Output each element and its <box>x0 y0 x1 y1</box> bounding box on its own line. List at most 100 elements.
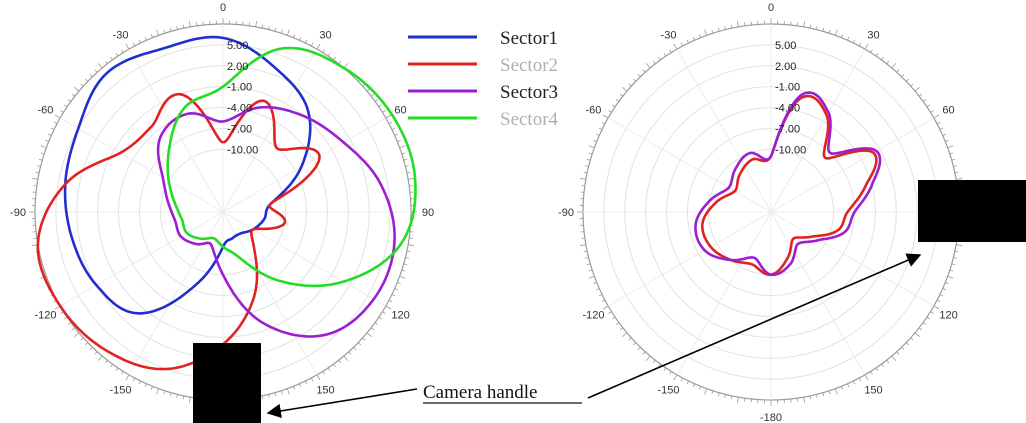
angle-tick-label: -60 <box>586 105 602 117</box>
angle-tick <box>94 69 98 73</box>
angle-tick <box>261 395 264 400</box>
angle-tick <box>949 152 954 155</box>
angle-tick <box>374 99 379 102</box>
legend: Sector1 Sector2 Sector3 Sector4 <box>408 28 559 130</box>
angle-tick <box>828 390 831 395</box>
angle-tick <box>847 36 850 41</box>
angle-tick <box>583 171 588 174</box>
camera-handle-arrow-left <box>266 388 418 419</box>
angle-tick <box>408 177 415 180</box>
angle-tick <box>40 145 47 149</box>
angle-tick <box>274 392 277 397</box>
angle-tick <box>828 29 831 34</box>
angle-tick <box>588 269 593 272</box>
angle-tick <box>64 104 68 108</box>
angle-tick <box>261 24 264 29</box>
angle-tick <box>669 371 672 375</box>
angle-tick <box>870 49 873 53</box>
polar-chart-left: 0 30 60 90 120 150 -150 -120 -90 -60 -30 5.00 2.00 -1… <box>10 2 434 406</box>
angle-tick <box>658 56 661 61</box>
angle-tick <box>40 152 45 155</box>
angle-tick <box>622 86 628 92</box>
angle-tick <box>94 351 98 355</box>
angle-tick <box>115 367 119 371</box>
angle-tick <box>408 244 415 247</box>
angle-tick <box>586 263 591 266</box>
legend-label: Sector4 <box>500 109 559 130</box>
angle-tick <box>310 377 314 382</box>
angle-tick <box>121 49 124 53</box>
angle-tick <box>686 39 689 44</box>
angle-tick <box>930 311 934 314</box>
angle-tick <box>637 346 641 351</box>
angle-tick <box>853 380 856 385</box>
angle-tick <box>585 257 589 259</box>
angle-tick <box>901 73 905 78</box>
angle-tick <box>138 380 141 385</box>
angle-tick <box>593 282 597 285</box>
angle-tick <box>150 386 153 390</box>
angle-tick <box>385 114 392 119</box>
angle-tick <box>954 250 959 253</box>
angle-tick <box>717 392 720 397</box>
angle-tick <box>896 69 900 73</box>
angle-tick <box>397 282 401 285</box>
angle-tick <box>585 165 589 167</box>
angle-tick <box>922 99 927 102</box>
angle-tick <box>579 177 586 180</box>
angle-tick <box>673 374 678 381</box>
angle-tick-label: 120 <box>391 310 409 322</box>
angle-tick <box>150 34 153 38</box>
angle-tick <box>385 305 392 310</box>
angle-tick <box>316 43 321 50</box>
angle-tick <box>588 275 595 279</box>
angle-tick <box>834 29 838 36</box>
angle-tick <box>809 24 812 29</box>
angle-tick <box>176 394 178 398</box>
angle-tick-label: 0 <box>768 2 774 14</box>
angle-tick <box>316 374 321 381</box>
angle-tick <box>593 139 597 142</box>
angle-tick <box>615 99 620 102</box>
angle-tick <box>31 177 38 180</box>
angle-tick <box>803 397 806 404</box>
angle-tick <box>673 43 678 50</box>
angle-tick <box>891 63 897 69</box>
angle-tick <box>370 93 375 97</box>
angle-tick <box>121 371 124 375</box>
angle-tick <box>399 275 406 279</box>
series-line <box>166 46 417 288</box>
angle-tick <box>601 299 606 303</box>
angle-tick <box>64 316 68 320</box>
angle-tick <box>382 311 386 314</box>
angle-tick <box>255 20 258 27</box>
angle-tick-label: 0 <box>220 2 226 14</box>
angle-tick <box>403 158 408 161</box>
angle-tick <box>608 311 612 314</box>
angle-tick <box>642 351 646 355</box>
radial-tick-label: -7.00 <box>227 123 252 135</box>
angle-tick <box>881 56 884 61</box>
radial-tick-label: -1.00 <box>775 82 800 94</box>
series-line <box>156 105 396 338</box>
angle-tick <box>910 337 914 341</box>
angle-tick <box>822 392 825 397</box>
angle-tick <box>583 250 588 253</box>
angle-tick <box>875 53 879 57</box>
angle-tick <box>125 43 130 50</box>
angle-tick <box>698 34 701 38</box>
angle-tick <box>881 363 884 368</box>
angle-tick <box>588 152 593 155</box>
angle-tick <box>163 29 166 34</box>
angle-tick <box>397 139 401 142</box>
angle-tick <box>588 145 595 149</box>
angle-tick <box>405 165 409 167</box>
grid-spoke <box>770 211 866 376</box>
angle-tick <box>608 110 612 113</box>
angle-tick <box>704 29 708 36</box>
angle-tick <box>926 104 930 108</box>
angle-tick <box>730 395 733 400</box>
angle-tick <box>910 83 914 87</box>
angle-tick <box>163 390 166 395</box>
angle-tick <box>947 275 954 279</box>
